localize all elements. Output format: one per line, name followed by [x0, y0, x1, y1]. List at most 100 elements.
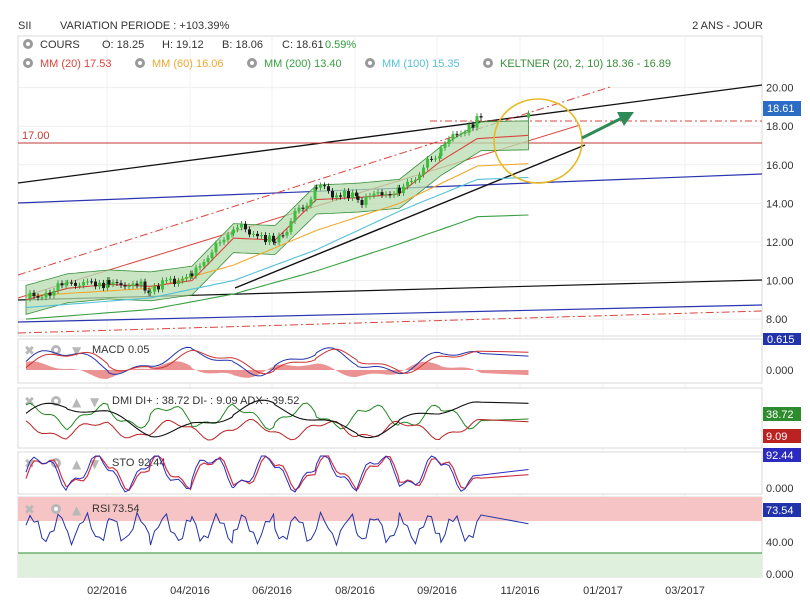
time-tick-label: 06/2016: [252, 585, 292, 597]
candle-body: [356, 196, 360, 200]
price-tick-label: 8.00: [766, 314, 787, 326]
candle-body: [107, 279, 111, 285]
candle-body: [32, 292, 36, 297]
arrow-up-icon[interactable]: ▲: [72, 457, 82, 471]
sto-panel: [17, 451, 763, 495]
candle-body: [430, 158, 433, 160]
gear-icon[interactable]: [247, 58, 257, 68]
candle-body: [331, 190, 334, 198]
gear-icon[interactable]: [483, 58, 493, 68]
arrow-down-icon[interactable]: ▼: [72, 344, 82, 358]
gear-icon[interactable]: [23, 58, 33, 68]
gear-icon[interactable]: [23, 39, 33, 49]
candle-body: [402, 186, 405, 194]
candle-body: [364, 196, 368, 205]
arrow-up-icon: [581, 112, 634, 140]
candle-body: [56, 283, 60, 291]
candles: [28, 110, 530, 302]
candle-body: [285, 231, 289, 236]
close-icon[interactable]: ✖: [24, 344, 35, 359]
macd-value: 0.05: [128, 344, 149, 356]
candle-body: [173, 278, 176, 285]
candle-body: [194, 267, 198, 276]
rsi-mid-label: 40.00: [766, 537, 794, 549]
price-tick-label: 20.00: [766, 83, 794, 95]
time-tick-label: 09/2016: [417, 585, 457, 597]
candle-body: [36, 296, 40, 298]
gear-icon[interactable]: [365, 58, 375, 68]
candle-body: [256, 233, 259, 237]
candle-body: [198, 266, 202, 268]
candle-body: [60, 283, 64, 286]
macd-line: [25, 346, 529, 377]
rsi-overbought-zone: [18, 497, 762, 521]
variation-label: VARIATION PERIODE : +103.39%: [60, 20, 229, 32]
sto-badge: [763, 448, 801, 462]
mm60-label: MM (60) 16.06: [152, 58, 224, 70]
trendline-upper-black: [17, 84, 763, 184]
candle-body: [289, 221, 293, 232]
candle-body: [190, 273, 194, 276]
candle-body: [153, 285, 156, 292]
sto-badge-value: 92.44: [766, 450, 794, 462]
arrow-down-icon[interactable]: ▼: [90, 395, 100, 409]
close-icon[interactable]: ✖: [24, 457, 35, 472]
cours-label: COURS: [40, 39, 80, 51]
highlight-ellipse: [493, 98, 583, 184]
candle-body: [78, 285, 81, 287]
candle-body: [277, 235, 281, 243]
gear-icon[interactable]: [135, 58, 145, 68]
close-icon[interactable]: ✖: [24, 395, 35, 410]
candle-body: [149, 291, 152, 294]
candle-body: [410, 180, 413, 182]
candle-body: [94, 281, 97, 287]
candle-body: [360, 199, 364, 205]
mm20-label: MM (20) 17.53: [40, 58, 112, 70]
candle-body: [272, 235, 275, 242]
close-icon[interactable]: ✖: [24, 503, 35, 518]
candle-body: [131, 283, 135, 286]
candle-body: [119, 283, 123, 286]
sto-label: STO: [112, 457, 135, 469]
close-value: C: 18.61: [282, 39, 324, 51]
channel-red-upper: [17, 86, 611, 276]
candle-body: [309, 199, 313, 206]
ticker-label: SII: [18, 20, 31, 32]
candle-body: [319, 185, 322, 188]
candle-body: [185, 277, 188, 279]
trendline-blue-low: [17, 304, 763, 323]
arrow-up-icon[interactable]: ▲: [72, 395, 82, 409]
candle-body: [123, 285, 127, 287]
candle-body: [202, 262, 206, 267]
support-line-black: [234, 144, 586, 289]
candle-body: [434, 158, 437, 160]
candle-body: [380, 192, 384, 195]
gear-icon[interactable]: [51, 504, 61, 514]
period-label[interactable]: 2 ANS - JOUR: [692, 20, 763, 32]
candle-body: [398, 187, 401, 194]
candle-body: [181, 278, 184, 281]
arrow-down-icon[interactable]: ▼: [90, 457, 100, 471]
candle-body: [135, 283, 139, 286]
candle-body: [451, 133, 455, 139]
candle-body: [102, 282, 105, 289]
candle-body: [479, 116, 483, 118]
arrow-up-icon[interactable]: ▲: [72, 503, 82, 517]
candle-body: [82, 281, 85, 286]
dmi-plus-line: [25, 402, 529, 431]
price-tick-label: 16.00: [766, 160, 794, 172]
candle-body: [347, 190, 350, 199]
candle-body: [236, 227, 239, 230]
candle-body: [372, 193, 376, 196]
keltner-label: KELTNER (20, 2, 10) 18.36 - 16.89: [500, 58, 671, 70]
macd-zero-label: 0.000: [766, 365, 794, 377]
candle-body: [351, 192, 354, 199]
candle-body: [139, 281, 143, 286]
candle-body: [368, 195, 372, 197]
candle-body: [273, 241, 277, 243]
macd-badge-value: 0.615: [767, 334, 795, 346]
candle-body: [301, 207, 305, 209]
candle-body: [161, 280, 164, 290]
candle-body: [111, 282, 115, 285]
